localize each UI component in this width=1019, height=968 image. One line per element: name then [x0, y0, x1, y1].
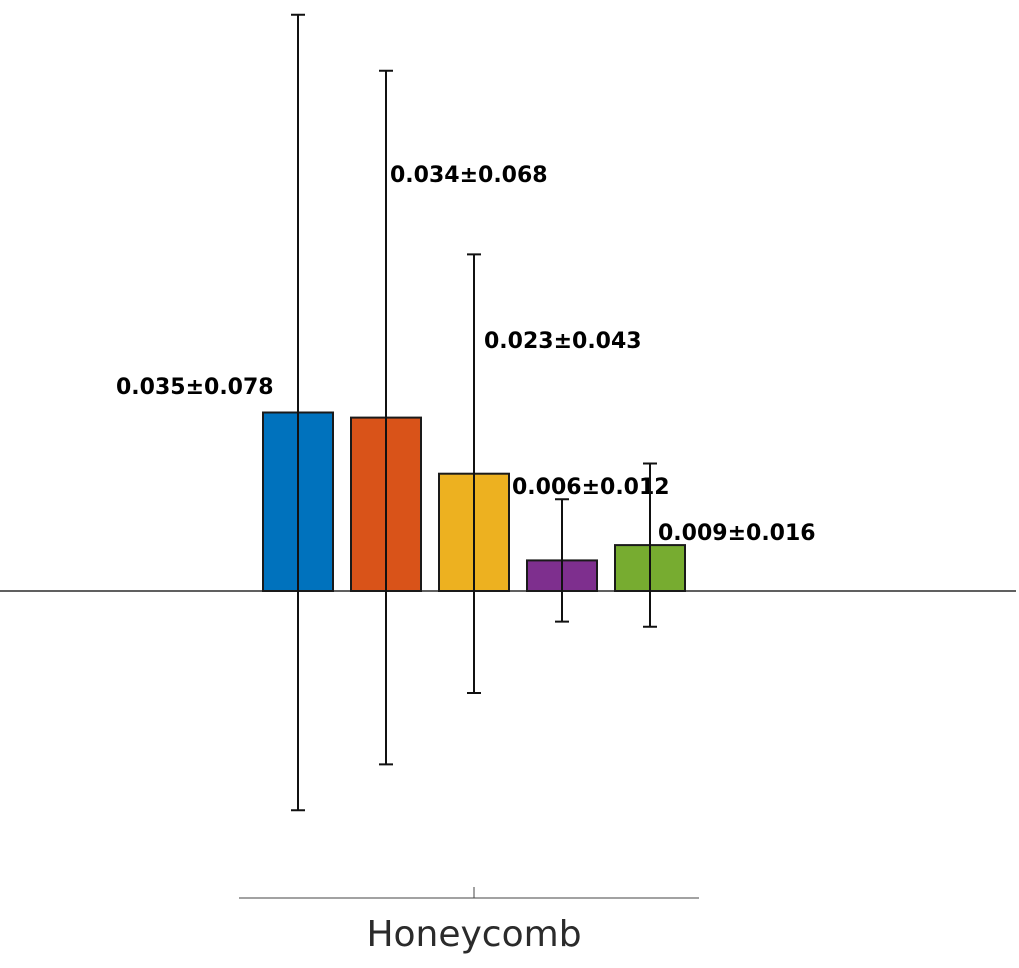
error-bar-2 [379, 69, 393, 766]
data-label-2: 0.034±0.068 [390, 163, 548, 188]
data-label-5: 0.009±0.016 [658, 521, 816, 546]
error-bar-5 [643, 462, 657, 628]
error-bar-1 [291, 13, 305, 812]
data-label-4: 0.006±0.012 [512, 475, 670, 500]
error-bar-4 [555, 498, 569, 623]
data-label-3: 0.023±0.043 [484, 329, 642, 354]
data-label-1: 0.035±0.078 [116, 375, 274, 400]
error-bar-3 [467, 253, 481, 694]
x-tick-label: Honeycomb [366, 914, 581, 955]
